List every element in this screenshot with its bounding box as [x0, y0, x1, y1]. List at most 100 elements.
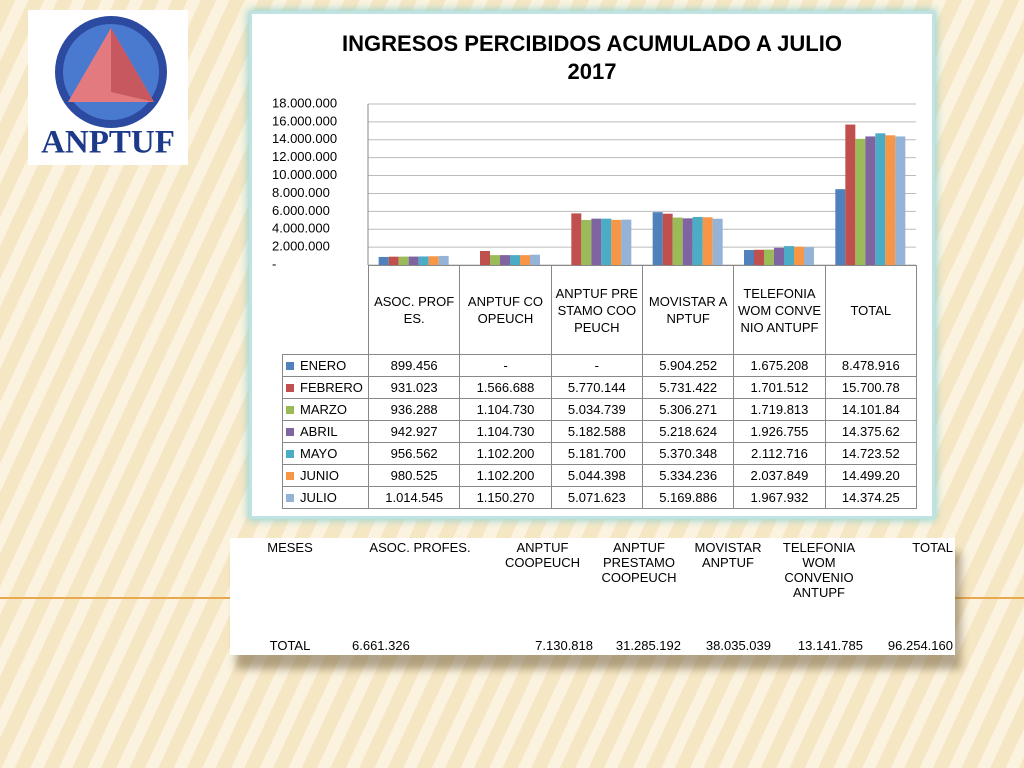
data-label: 2.112.716: [733, 442, 826, 465]
data-label: 1.926.755: [733, 420, 826, 443]
header-row: ASOC. PROFES. ANPTUF COOPEUCH ANPTUF PREST…: [282, 265, 917, 355]
bar: [652, 212, 663, 265]
legend-label: MARZO: [300, 402, 347, 417]
bar: [530, 254, 540, 265]
bar: [845, 124, 856, 265]
legend-entry: MAYO: [282, 442, 369, 465]
bar: [784, 246, 794, 265]
y-tick-label: 2.000.000: [272, 239, 330, 254]
bar: [865, 136, 876, 265]
bar: [418, 256, 429, 265]
bar: [702, 217, 713, 265]
data-row: MAYO 956.562 1.102.200 5.181.700 5.370.348 2.…: [282, 442, 917, 465]
header-cell: TOTAL: [912, 540, 953, 555]
corner-cell: [282, 265, 369, 355]
data-label: 5.034.739: [550, 398, 643, 421]
bar: [500, 255, 510, 265]
data-label: 2.037.849: [733, 464, 826, 487]
x-tick-label: TELEFONIA WOM CONVENIO ANTUPF: [733, 265, 826, 355]
bar: [712, 218, 723, 265]
data-table: ASOC. PROFES. ANPTUF COOPEUCH ANPTUF PREST…: [282, 265, 917, 509]
legend-label: JUNIO: [300, 468, 339, 483]
y-tick-label: 14.000.000: [272, 131, 337, 146]
bar: [611, 219, 622, 265]
bar: [510, 255, 520, 265]
legend-swatch: [286, 494, 294, 502]
data-label: 1.102.200: [459, 442, 552, 465]
bar: [764, 249, 774, 265]
data-label: 5.218.624: [641, 420, 735, 443]
legend-swatch: [286, 472, 294, 480]
data-label: 5.044.398: [550, 464, 643, 487]
header-cell: MOVISTAR ANPTUF: [694, 540, 762, 570]
data-label: 14.374.25: [824, 486, 917, 509]
data-label: 15.700.78: [824, 376, 917, 399]
data-label: 899.456: [367, 354, 461, 377]
bar: [591, 218, 602, 265]
data-label: 1.014.545: [367, 486, 461, 509]
y-tick-label: 6.000.000: [272, 203, 330, 218]
legend-label: ABRIL: [300, 424, 338, 439]
bar: [835, 189, 846, 265]
legend-swatch: [286, 362, 294, 370]
data-label: 1.102.200: [459, 464, 552, 487]
data-label: 5.904.252: [641, 354, 735, 377]
data-label: 1.675.208: [733, 354, 826, 377]
bar: [804, 247, 814, 265]
data-label: 5.306.271: [641, 398, 735, 421]
data-label: 14.101.84: [824, 398, 917, 421]
header-cell: ASOC. PROFES.: [369, 540, 471, 555]
bar: [480, 250, 490, 265]
data-row: JULIO 1.014.545 1.150.270 5.071.623 5.169.88…: [282, 486, 917, 509]
y-tick-label: 8.000.000: [272, 185, 330, 200]
cell: 6.661.326: [352, 638, 410, 653]
legend-swatch: [286, 384, 294, 392]
row-label: TOTAL: [269, 638, 311, 653]
data-label: 1.967.932: [733, 486, 826, 509]
data-label: 5.731.422: [641, 376, 735, 399]
data-label: -: [459, 354, 552, 377]
data-label: 931.023: [367, 376, 461, 399]
bar: [428, 256, 439, 265]
data-label: 5.770.144: [550, 376, 643, 399]
data-label: 942.927: [367, 420, 461, 443]
header-cell: ANPTUF COOPEUCH: [504, 540, 581, 570]
legend-entry: MARZO: [282, 398, 369, 421]
legend-entry: JULIO: [282, 486, 369, 509]
legend-entry: JUNIO: [282, 464, 369, 487]
x-tick-label: ANPTUF PRESTAMO COOPEUCH: [550, 265, 643, 355]
chart-frame: - 2.000.000 4.000.000 6.000.000 8.000.000 10.…: [252, 14, 932, 516]
data-row: MARZO 936.288 1.104.730 5.034.739 5.306.271 1…: [282, 398, 917, 421]
data-row: JUNIO 980.525 1.102.200 5.044.398 5.334.236 2…: [282, 464, 917, 487]
data-label: 1.104.730: [459, 420, 552, 443]
legend-entry: ENERO: [282, 354, 369, 377]
bar: [408, 256, 419, 265]
x-tick-label: ANPTUF COOPEUCH: [459, 265, 552, 355]
legend-label: MAYO: [300, 446, 338, 461]
data-row: FEBRERO 931.023 1.566.688 5.770.144 5.731.42…: [282, 376, 917, 399]
logo-pyramid-shade: [111, 28, 154, 102]
y-tick-label: 4.000.000: [272, 221, 330, 236]
data-label: 5.370.348: [641, 442, 735, 465]
data-label: 8.478.916: [824, 354, 917, 377]
bar: [875, 133, 886, 265]
legend-swatch: [286, 406, 294, 414]
data-label: 5.071.623: [550, 486, 643, 509]
bar: [398, 256, 409, 265]
bar: [754, 249, 764, 265]
data-label: 956.562: [367, 442, 461, 465]
bar: [388, 256, 399, 265]
cell: 7.130.818: [535, 638, 593, 653]
logo-text: ANPTUF: [41, 125, 175, 161]
cell: 96.254.160: [887, 638, 953, 653]
x-tick-label: ASOC. PROFES.: [367, 265, 461, 355]
data-label: 1.566.688: [459, 376, 552, 399]
header-cell: MESES: [267, 540, 313, 555]
legend-swatch: [286, 450, 294, 458]
legend-entry: FEBRERO: [282, 376, 369, 399]
legend-label: ENERO: [300, 358, 347, 373]
x-tick-label: TOTAL: [824, 265, 917, 355]
logo: ANPTUF: [28, 10, 188, 165]
chart: - 2.000.000 4.000.000 6.000.000 8.000.000 10.…: [272, 95, 916, 271]
